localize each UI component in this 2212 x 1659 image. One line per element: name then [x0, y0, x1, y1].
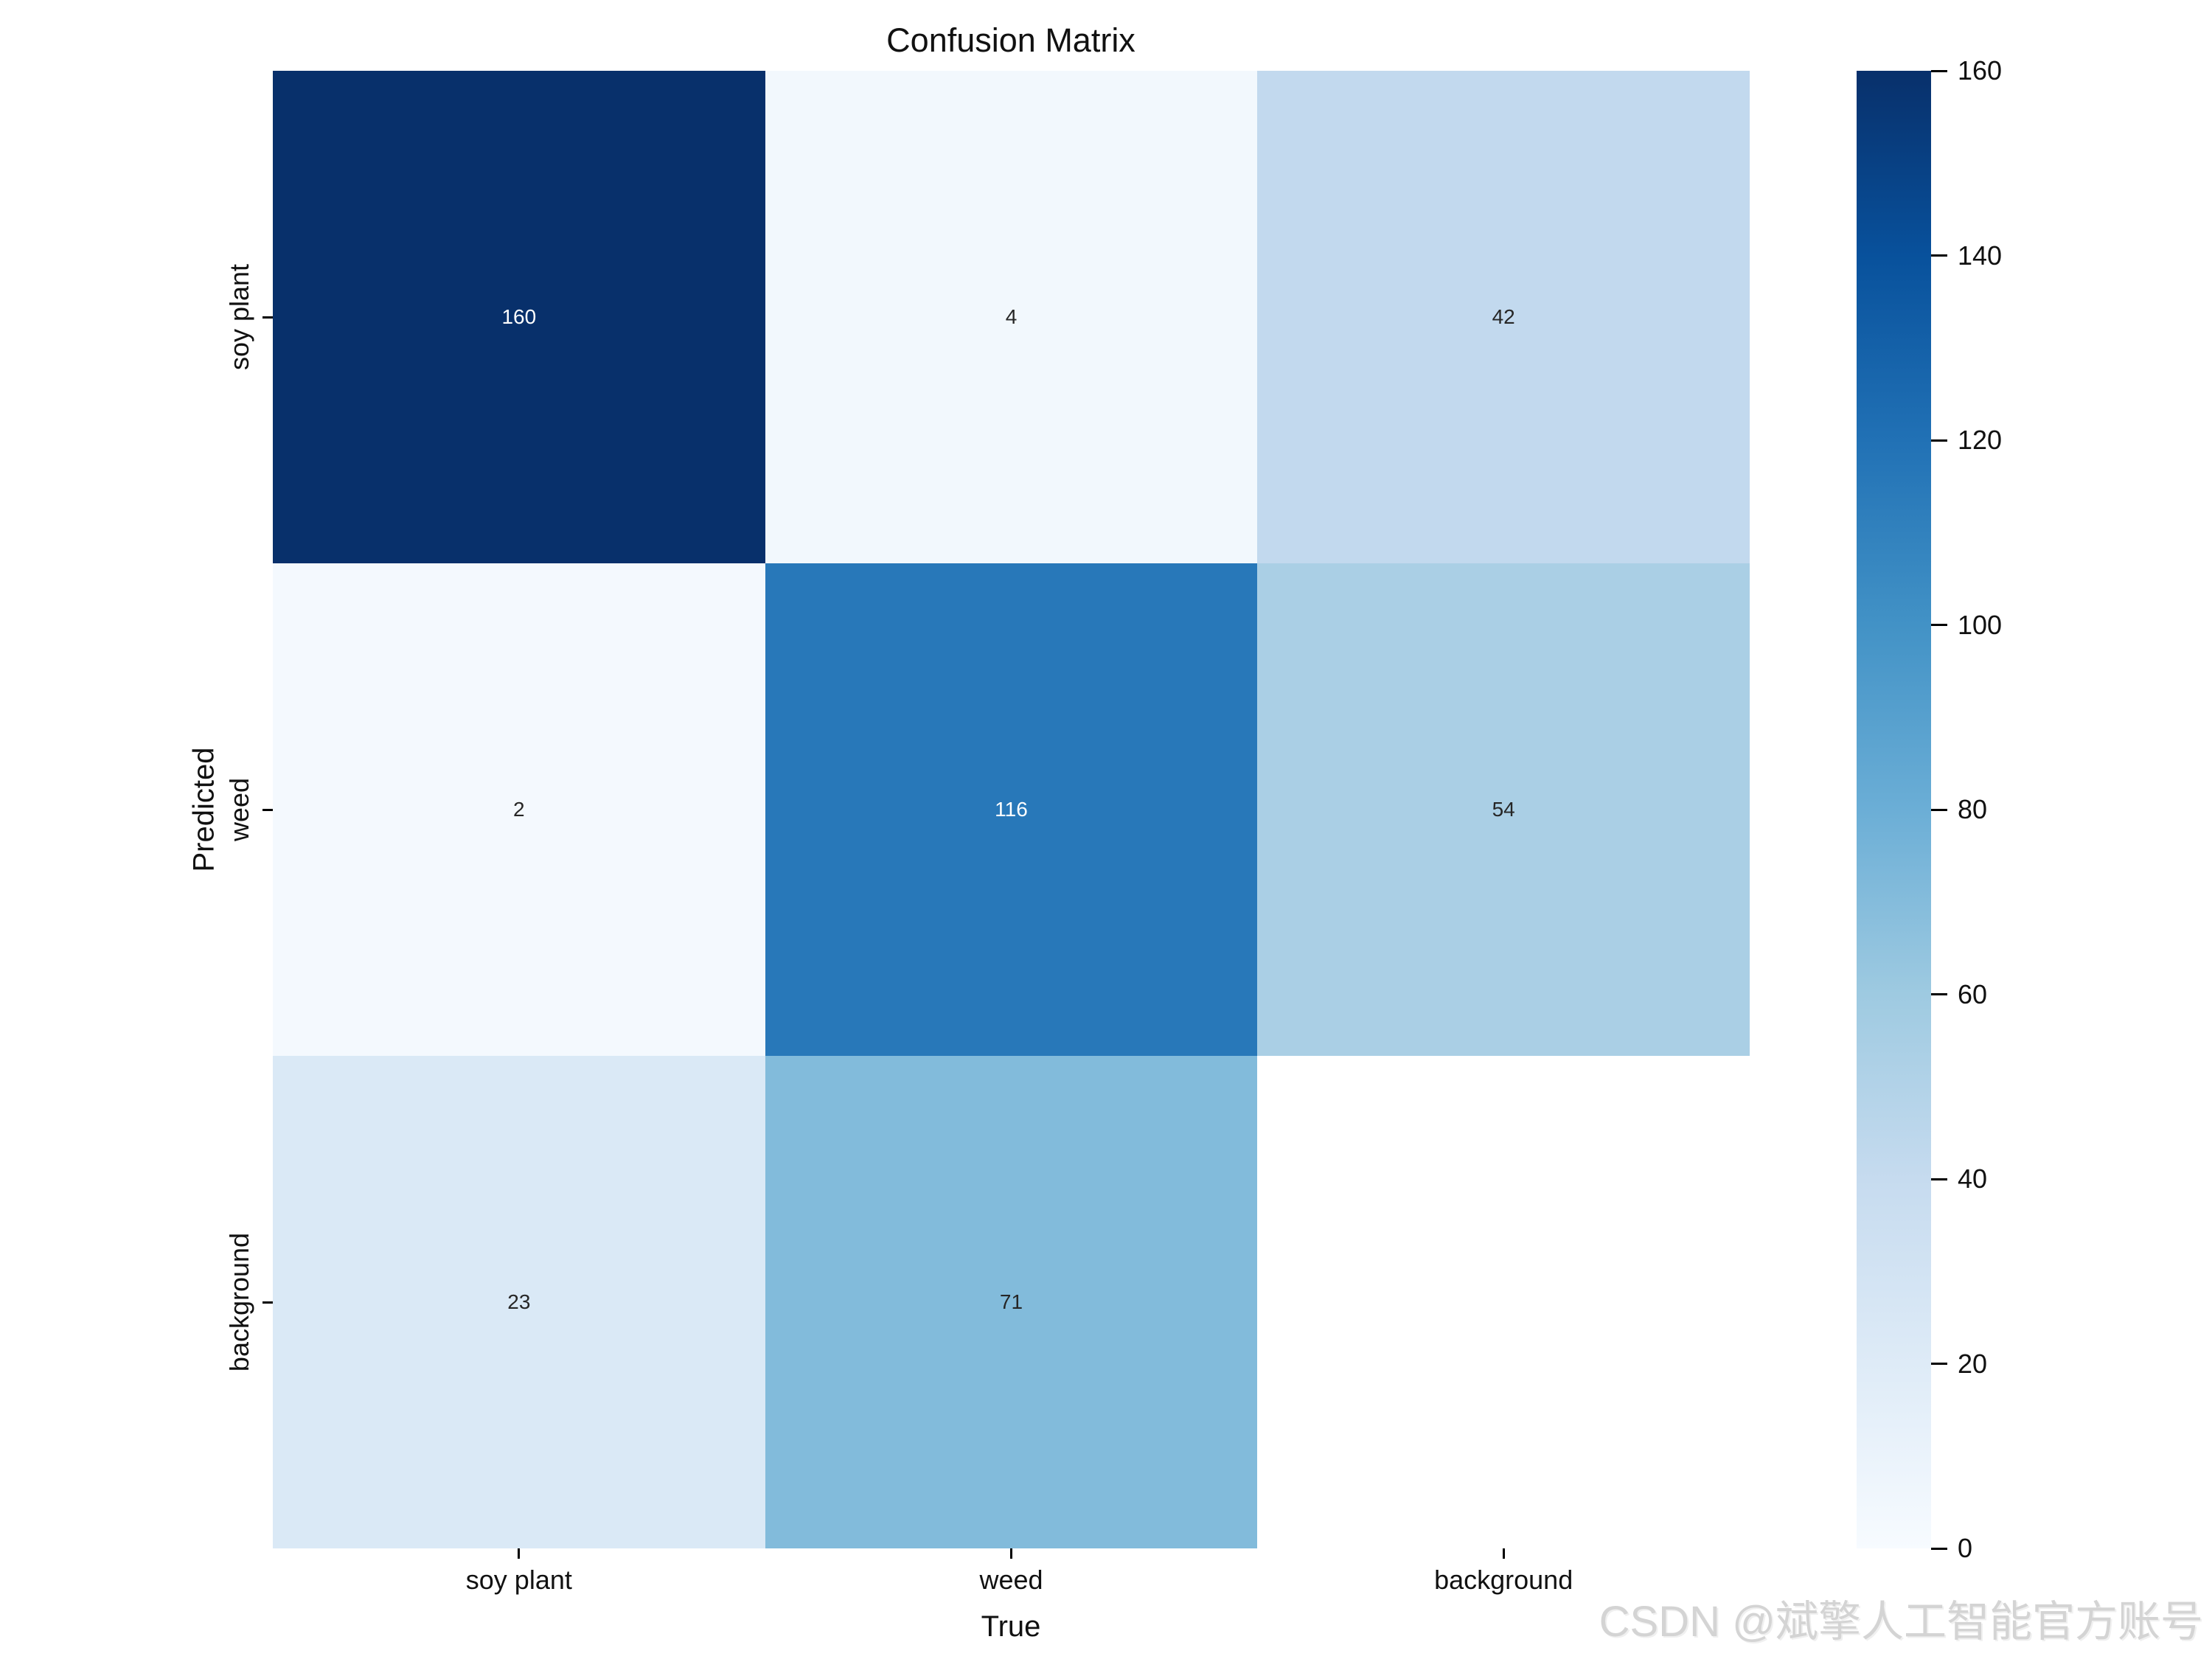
heatmap: 160 4 42 2 116 54 23 71: [273, 71, 1750, 1548]
heatmap-cell: 42: [1257, 71, 1750, 563]
colorbar-tick-mark: [1931, 254, 1947, 257]
x-tick-label: background: [1434, 1565, 1573, 1595]
cell-value: 71: [999, 1290, 1023, 1313]
colorbar-tick-label: 140: [1958, 240, 2003, 271]
cell-value: 54: [1492, 798, 1515, 821]
heatmap-cell: [1257, 1056, 1750, 1548]
colorbar-tick-mark: [1931, 993, 1947, 995]
colorbar-tick-mark: [1931, 624, 1947, 626]
colorbar-tick-mark: [1931, 439, 1947, 442]
y-tick-label: background: [224, 1232, 254, 1372]
colorbar-tick-mark: [1931, 1363, 1947, 1365]
heatmap-cell: 23: [273, 1056, 765, 1548]
x-tick-label: soy plant: [465, 1565, 572, 1595]
cell-value: 116: [995, 798, 1028, 821]
cell-value: 160: [501, 305, 537, 328]
colorbar-tick-label: 20: [1958, 1348, 1988, 1379]
y-tick-label: soy plant: [224, 263, 254, 371]
y-tick-mark: [262, 316, 273, 319]
heatmap-cell: 2: [273, 563, 765, 1056]
x-tick-label: weed: [979, 1565, 1043, 1595]
cell-value: 2: [513, 798, 525, 821]
heatmap-cell: 116: [765, 563, 1258, 1056]
watermark: CSDN @斌擎人工智能官方账号: [1599, 1598, 2203, 1646]
colorbar: [1857, 71, 1931, 1548]
x-tick-mark: [1010, 1548, 1012, 1559]
y-tick-label: weed: [224, 777, 254, 842]
colorbar-tick-mark: [1931, 69, 1947, 72]
heatmap-cell: 160: [273, 71, 765, 563]
y-tick-mark: [262, 808, 273, 811]
cell-value: 23: [507, 1290, 531, 1313]
cell-value: 4: [1005, 305, 1018, 328]
heatmap-cell: 71: [765, 1056, 1258, 1548]
x-tick-mark: [1502, 1548, 1505, 1559]
chart-title: Confusion Matrix: [886, 21, 1135, 59]
heatmap-cell: 4: [765, 71, 1258, 563]
x-axis-label: True: [981, 1610, 1041, 1643]
y-axis-label: Predicted: [187, 747, 220, 872]
colorbar-tick-label: 60: [1958, 978, 1988, 1009]
colorbar-tick-label: 0: [1958, 1533, 1973, 1563]
colorbar-tick-mark: [1931, 1547, 1947, 1550]
x-tick-mark: [518, 1548, 521, 1559]
colorbar-tick-label: 100: [1958, 609, 2003, 640]
heatmap-cell: 54: [1257, 563, 1750, 1056]
cell-value: 42: [1492, 305, 1515, 328]
colorbar-tick-mark: [1931, 808, 1947, 811]
colorbar-tick-label: 160: [1958, 55, 2003, 86]
colorbar-tick-label: 80: [1958, 794, 1988, 824]
y-tick-mark: [262, 1301, 273, 1304]
colorbar-tick-label: 120: [1958, 425, 2003, 455]
colorbar-gradient: [1857, 71, 1931, 1548]
colorbar-tick-mark: [1931, 1178, 1947, 1180]
colorbar-tick-label: 40: [1958, 1164, 1988, 1194]
